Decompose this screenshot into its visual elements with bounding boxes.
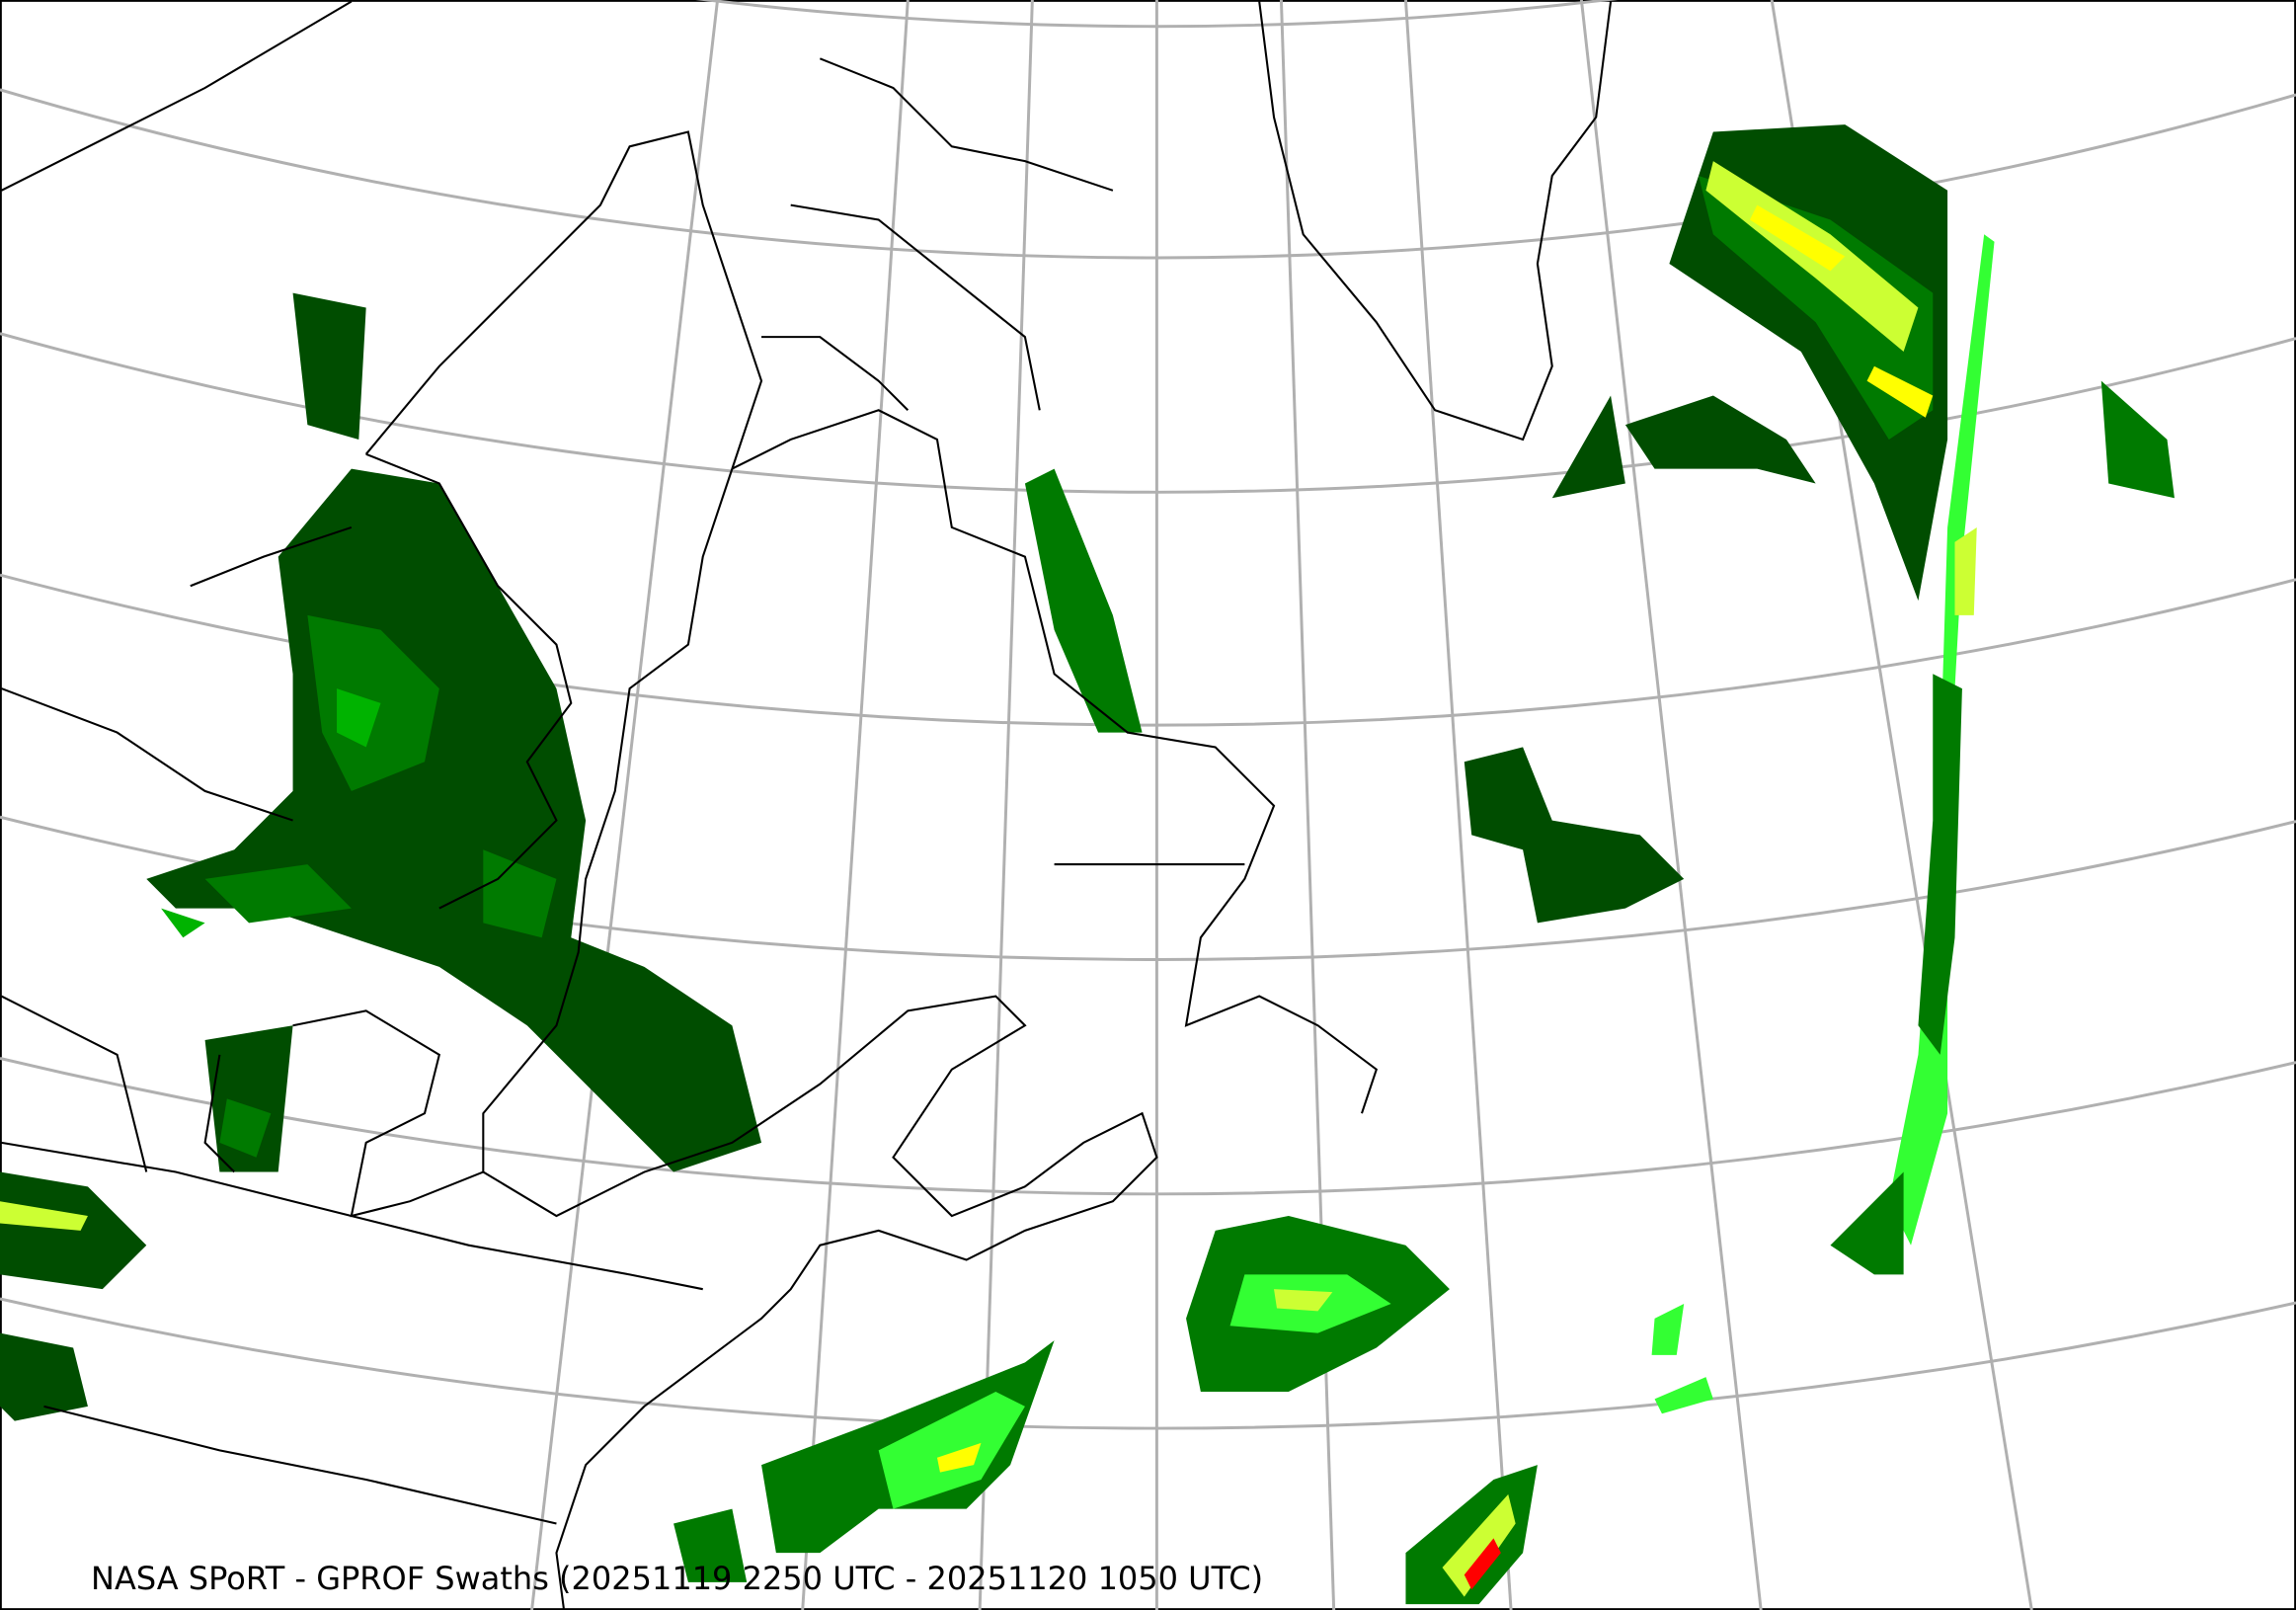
map-caption: NASA SPoRT - GPROF Swaths (20251119 2250… xyxy=(91,1560,1264,1597)
precip-area xyxy=(146,468,762,1172)
coastline xyxy=(1258,1,1613,442)
precip-area xyxy=(0,1171,147,1421)
latitude-line xyxy=(695,0,1618,29)
precip-area xyxy=(161,688,381,938)
border xyxy=(1,0,1245,1525)
precip-area xyxy=(204,292,366,1172)
coastline xyxy=(761,57,1114,412)
coastline xyxy=(365,452,573,910)
precip-area xyxy=(673,1508,748,1582)
precip-area xyxy=(1024,468,1143,733)
precip-area xyxy=(1830,674,1962,1275)
longitude-line xyxy=(801,0,910,1610)
latitude-line xyxy=(0,88,2296,260)
precip-area xyxy=(1954,526,1977,615)
precip-area xyxy=(1651,1304,1713,1414)
precip-area xyxy=(936,1442,982,1473)
precip-area xyxy=(204,614,557,938)
longitude-line xyxy=(978,0,1034,1610)
precip-area xyxy=(1749,204,1934,418)
precip-area xyxy=(1464,1538,1501,1590)
precip-area xyxy=(2100,380,2175,499)
precipitation-swaths xyxy=(0,124,2175,1605)
precip-area xyxy=(878,1392,1025,1509)
coastline xyxy=(203,1009,484,1218)
precip-area xyxy=(1464,747,1685,924)
precip-area xyxy=(219,1098,272,1158)
longitude-line xyxy=(1579,0,1763,1610)
longitude-line xyxy=(1403,0,1513,1610)
precip-area xyxy=(1274,1289,1333,1312)
precip-area xyxy=(1551,395,1816,499)
precip-area xyxy=(1442,1493,1516,1597)
coastlines-and-borders xyxy=(1,0,1613,1609)
longitude-line xyxy=(530,0,720,1610)
precip-area xyxy=(0,1201,88,1231)
coastline xyxy=(364,130,1158,1609)
coastline xyxy=(731,409,1379,1114)
latitude-line xyxy=(0,1297,2296,1430)
